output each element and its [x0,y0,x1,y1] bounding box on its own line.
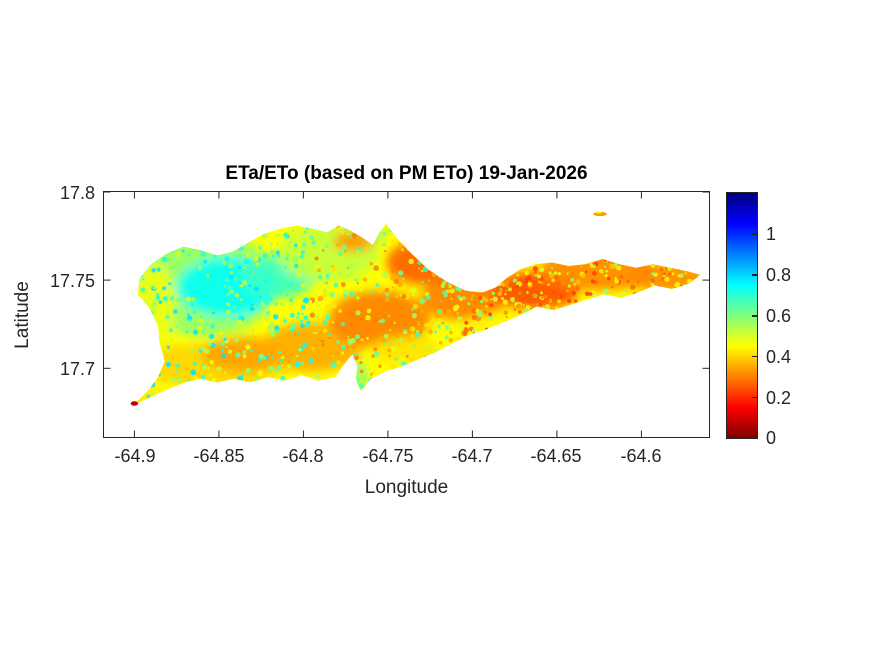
colorbar-tick [752,274,757,276]
x-tick-label: -64.8 [282,446,324,466]
x-tick-label: -64.65 [530,446,582,466]
y-tick-label: 17.8 [59,183,95,203]
x-tick-label: -64.9 [114,446,156,466]
x-axis-label: Longitude [364,477,449,498]
colorbar-tick [752,355,757,358]
island-heatmap-canvas [104,192,709,437]
colorbar-tick-label: 1 [766,224,777,244]
chart-title: ETa/ETo (based on PM ETo) 19-Jan-2026 [225,163,588,184]
colorbar-tick [752,233,757,235]
colorbar [726,192,758,439]
y-tick-label: 17.75 [49,271,95,291]
y-tick-label: 17.7 [59,359,95,379]
plot-area [103,191,710,438]
x-tick-label: -64.6 [620,446,662,466]
colorbar-tick-label: 0.6 [766,306,792,326]
x-tick-label: -64.85 [193,446,245,466]
colorbar-tick [752,315,757,317]
x-tick-label: -64.7 [451,446,493,466]
colorbar-tick-label: 0.8 [766,265,792,285]
colorbar-tick [752,396,757,399]
colorbar-tick-label: 0.2 [766,388,792,408]
colorbar-tick-label: 0.4 [766,347,792,367]
colorbar-tick-label: 0 [766,428,777,448]
x-tick-label: -64.75 [362,446,414,466]
